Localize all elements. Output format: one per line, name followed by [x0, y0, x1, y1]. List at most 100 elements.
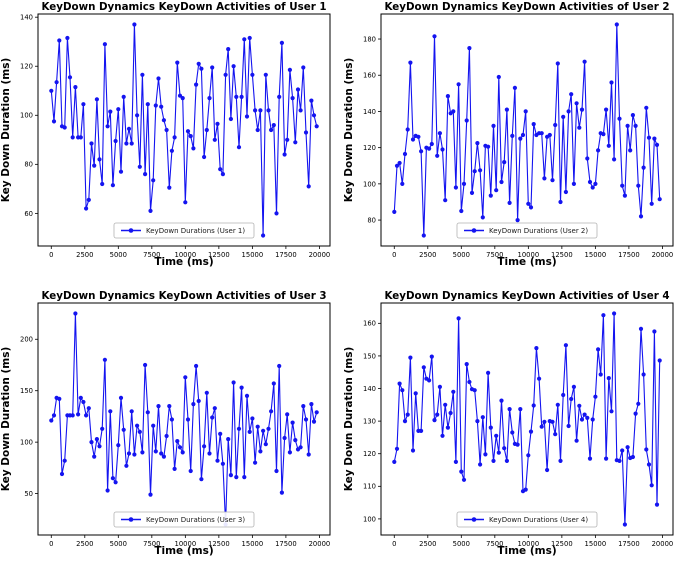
- data-point-marker: [419, 428, 424, 433]
- data-point-marker: [116, 107, 121, 112]
- data-point-marker: [459, 469, 464, 474]
- data-point-marker: [622, 522, 627, 527]
- data-point-marker: [483, 452, 488, 457]
- data-point-marker: [151, 178, 156, 183]
- data-point-marker: [255, 127, 260, 133]
- data-point-marker: [558, 458, 563, 463]
- y-tick-label: 100: [20, 112, 33, 120]
- legend-marker-icon: [128, 517, 134, 522]
- x-tick-label: 12500: [551, 540, 573, 548]
- data-point-marker: [394, 446, 400, 451]
- series-line: [50, 312, 318, 526]
- data-point-marker: [649, 483, 654, 488]
- data-point-marker: [585, 415, 590, 420]
- data-point-marker: [590, 185, 595, 190]
- data-point-marker: [644, 447, 649, 452]
- data-point-marker: [51, 413, 57, 418]
- x-tick-label: 20000: [652, 540, 674, 548]
- data-point-marker: [258, 449, 263, 454]
- data-point-marker: [488, 193, 493, 198]
- data-point-marker: [196, 398, 201, 404]
- data-point-marker: [301, 65, 306, 70]
- data-point-marker: [287, 450, 292, 455]
- data-point-marker: [172, 135, 177, 140]
- data-point-marker: [110, 183, 115, 188]
- data-point-marker: [159, 104, 164, 109]
- data-point-marker: [102, 357, 107, 362]
- data-point-marker: [612, 157, 617, 162]
- data-point-marker: [427, 146, 432, 151]
- data-point-marker: [528, 429, 534, 434]
- y-tick-label: 100: [363, 180, 376, 188]
- y-tick-label: 150: [20, 387, 33, 395]
- data-point-marker: [309, 402, 314, 407]
- data-point-marker: [654, 502, 660, 507]
- data-point-marker: [113, 138, 118, 144]
- y-tick-label: 150: [363, 352, 376, 360]
- data-point-marker: [397, 381, 402, 386]
- data-point-marker: [223, 72, 228, 77]
- data-point-marker: [405, 127, 410, 132]
- data-point-marker: [143, 362, 148, 368]
- data-point-marker: [429, 141, 434, 147]
- data-point-marker: [215, 458, 220, 463]
- data-point-marker: [646, 462, 652, 467]
- data-point-marker: [566, 109, 571, 114]
- data-point-marker: [456, 316, 461, 321]
- data-point-marker: [183, 375, 188, 380]
- data-point-marker: [464, 362, 469, 367]
- data-point-marker: [236, 145, 242, 150]
- data-point-marker: [129, 409, 134, 414]
- data-point-marker: [604, 456, 609, 461]
- data-point-marker: [587, 179, 593, 185]
- data-point-marker: [298, 108, 303, 113]
- data-point-marker: [617, 458, 622, 463]
- x-tick-label: 17500: [275, 251, 297, 259]
- x-tick-label: 20000: [652, 251, 674, 259]
- legend: KeyDown Durations (User 3): [113, 511, 255, 528]
- data-point-marker: [279, 490, 284, 495]
- series-line: [393, 23, 661, 237]
- data-point-marker: [185, 417, 191, 422]
- data-point-marker: [226, 437, 231, 442]
- y-tick-label: 130: [363, 418, 376, 426]
- data-point-marker: [169, 148, 174, 153]
- data-point-marker: [287, 67, 292, 72]
- data-point-marker: [102, 42, 107, 47]
- data-point-marker: [84, 413, 89, 418]
- data-point-marker: [126, 451, 132, 456]
- data-point-marker: [84, 206, 89, 211]
- data-point-marker: [563, 343, 568, 348]
- data-point-marker: [593, 394, 598, 399]
- data-point-marker: [443, 198, 448, 203]
- data-point-marker: [253, 460, 258, 465]
- chart-title: KeyDown Dynamics KeyDown Activities of U…: [41, 290, 326, 302]
- data-point-marker: [277, 94, 282, 99]
- data-point-marker: [180, 96, 185, 101]
- legend: KeyDown Durations (User 4): [456, 511, 598, 528]
- data-point-marker: [183, 200, 188, 205]
- data-point-marker: [274, 468, 279, 474]
- data-point-marker: [140, 72, 145, 77]
- data-point-marker: [397, 160, 402, 166]
- data-point-marker: [100, 426, 105, 431]
- x-tick-label: 5000: [110, 540, 127, 548]
- data-point-marker: [231, 64, 236, 69]
- y-axis-label: Key Down Duration (ms): [0, 347, 12, 492]
- data-point-marker: [121, 94, 126, 99]
- data-point-marker: [301, 404, 306, 409]
- data-point-marker: [202, 444, 207, 449]
- data-point-marker: [453, 459, 458, 464]
- data-point-marker: [636, 183, 641, 188]
- data-point-marker: [290, 96, 295, 101]
- data-point-marker: [285, 137, 290, 142]
- data-point-marker: [148, 208, 153, 213]
- data-point-marker: [306, 184, 311, 189]
- axes-frame: [380, 13, 674, 247]
- data-point-marker: [432, 418, 437, 423]
- data-point-marker: [654, 142, 660, 147]
- data-point-marker: [194, 363, 199, 369]
- x-tick-label: 17500: [618, 540, 640, 548]
- data-point-marker: [539, 131, 544, 136]
- y-tick-label: 120: [363, 450, 376, 458]
